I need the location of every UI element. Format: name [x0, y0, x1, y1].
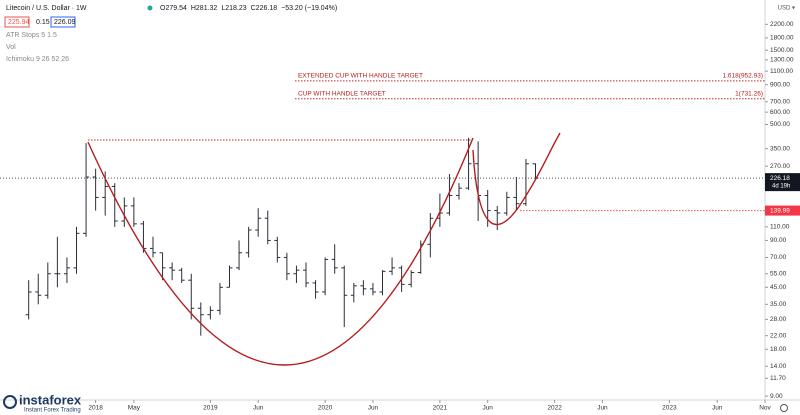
- last-price-tag: [765, 173, 800, 192]
- quote-value: −53.20 (−19.04%): [281, 5, 337, 12]
- atr-box: [50, 16, 76, 28]
- quote-value: L218.23: [221, 5, 246, 12]
- atr-box: [4, 16, 30, 28]
- x-tick-label: 2023: [662, 405, 677, 412]
- x-tick-label: Jun: [482, 405, 493, 412]
- indicator-name: Vol: [6, 44, 16, 51]
- y-tick-label: 55.00: [770, 270, 787, 277]
- y-tick-label: 900.00: [770, 81, 790, 88]
- plot: EXTENDED CUP WITH HANDLE TARGET 1.618(952…: [0, 73, 765, 336]
- x-tick-label: Jun: [368, 405, 379, 412]
- target-text: EXTENDED CUP WITH HANDLE TARGET: [298, 73, 423, 80]
- quote-value: H281.32: [191, 5, 218, 12]
- status-dot: [147, 5, 153, 11]
- currency-label: USD ▾: [778, 6, 795, 12]
- quote-value: O279.54: [160, 5, 187, 12]
- x-tick-label: 2021: [433, 405, 448, 412]
- atr-value: 0.15: [36, 19, 50, 26]
- x-tick-label: Nov: [759, 405, 771, 412]
- x-tick-label: May: [128, 405, 141, 412]
- x-tick-label: 2019: [203, 405, 218, 412]
- y-tick-label: 270.00: [770, 163, 790, 170]
- y-tick-label: 700.00: [770, 98, 790, 105]
- y-tick-label: 1500.00: [770, 47, 794, 54]
- last-price-label: 226.18: [770, 175, 790, 182]
- indicator-name: ATR Stops 5 1.5: [6, 32, 57, 39]
- y-tick-label: 28.00: [770, 316, 787, 323]
- level-label: 139.99: [770, 207, 790, 214]
- y-tick-label: 18.00: [770, 346, 787, 353]
- y-tick-label: 1100.00: [770, 68, 793, 75]
- x-tick-label: Jun: [253, 405, 264, 412]
- y-tick-label: 45.00: [770, 284, 787, 291]
- y-tick-label: 14.00: [770, 363, 787, 370]
- y-tick-label: 600.00: [770, 109, 790, 116]
- y-tick-label: 350.00: [770, 145, 790, 152]
- y-tick-label: 35.00: [770, 301, 787, 308]
- quote-value: C226.18: [251, 5, 278, 12]
- x-tick-label: Jun: [597, 405, 608, 412]
- indicator-name: Ichimoku 9 26 52 26: [6, 56, 69, 63]
- x-tick-label: 2018: [88, 405, 103, 412]
- y-tick-label: 90.00: [770, 237, 787, 244]
- atr-value: 225.94: [8, 19, 30, 26]
- brand: instaforex: [19, 392, 82, 407]
- symbol-title: Litecoin / U.S. Dollar · 1W: [6, 5, 87, 12]
- target-label: 1(731.26): [735, 91, 763, 98]
- target-text: CUP WITH HANDLE TARGET: [298, 91, 386, 98]
- y-tick-label: 2200.00: [770, 21, 794, 28]
- handle-curve: [472, 132, 561, 226]
- target-label: 1.618(952.93): [723, 73, 763, 80]
- tagline: Instant Forex Trading: [24, 408, 81, 414]
- settings-icon[interactable]: [780, 404, 788, 412]
- y-tick-label: 500.00: [770, 121, 790, 128]
- axes: 2200.00 1800.00 1500.00 1300.00 1100.00 900.0…: [88, 21, 800, 412]
- watermark: instaforex Instant Forex Trading: [3, 392, 82, 414]
- level-tag: [765, 205, 800, 216]
- cup-curve: [87, 137, 474, 366]
- quote: O279.54 H281.32 L218.23 C226.18 −53.20 (−19.…: [160, 5, 337, 12]
- countdown-label: 4d 19h: [772, 184, 790, 190]
- y-tick-label: 110.00: [770, 224, 790, 231]
- y-tick-label: 22.00: [770, 332, 787, 339]
- y-tick-label: 1300.00: [770, 57, 794, 64]
- atr-value: 226.09: [54, 19, 76, 26]
- x-tick-label: 2022: [547, 405, 562, 412]
- y-tick-label: 9.00: [770, 393, 783, 400]
- y-tick-label: 70.00: [770, 254, 787, 261]
- logo-icon: [3, 395, 17, 409]
- y-tick-label: 1800.00: [770, 35, 794, 42]
- x-tick-label: 2020: [318, 405, 333, 412]
- y-tick-label: 11.70: [770, 375, 786, 382]
- x-tick-label: Jun: [712, 405, 723, 412]
